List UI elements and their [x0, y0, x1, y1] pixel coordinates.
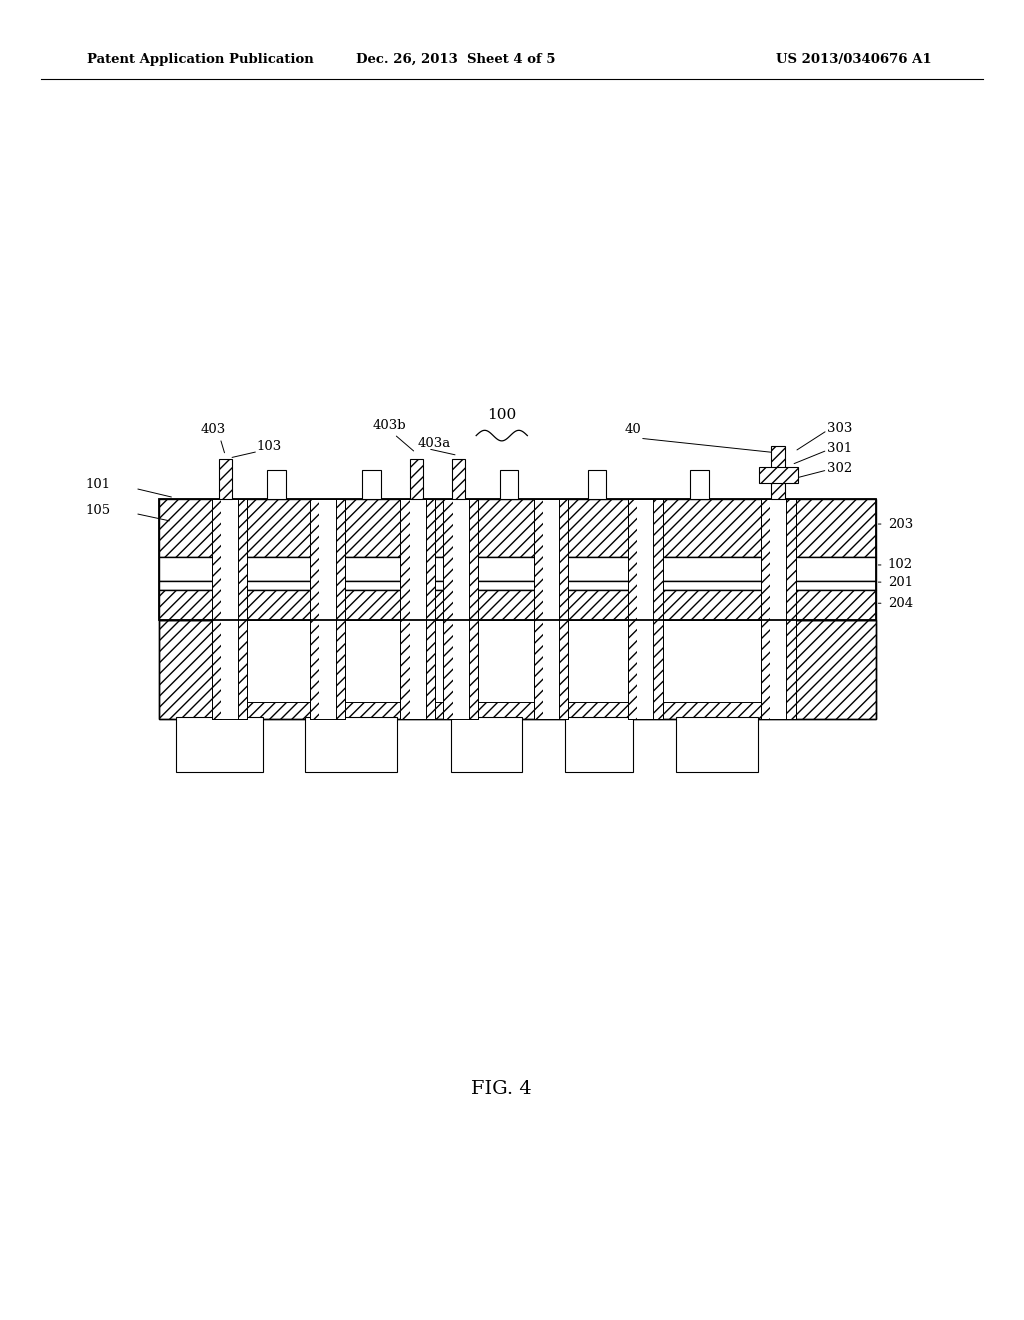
- Bar: [159, 499, 876, 557]
- Bar: [771, 446, 785, 499]
- Bar: [400, 499, 435, 719]
- Bar: [176, 717, 263, 772]
- Bar: [500, 470, 518, 499]
- Bar: [310, 499, 345, 719]
- Bar: [453, 499, 469, 719]
- Bar: [219, 459, 231, 499]
- Text: 403: 403: [201, 422, 225, 436]
- Bar: [159, 620, 876, 719]
- Bar: [362, 470, 381, 499]
- Bar: [159, 499, 876, 620]
- Bar: [534, 499, 543, 719]
- Bar: [469, 499, 478, 719]
- Bar: [663, 620, 761, 702]
- Text: 204: 204: [888, 597, 913, 610]
- Bar: [410, 499, 426, 719]
- Bar: [310, 499, 319, 719]
- Bar: [159, 557, 876, 581]
- Text: FIG. 4: FIG. 4: [471, 1080, 532, 1098]
- Bar: [267, 470, 286, 499]
- Bar: [559, 499, 568, 719]
- Bar: [637, 499, 653, 719]
- Bar: [319, 499, 336, 719]
- Bar: [443, 499, 478, 719]
- Text: 403a: 403a: [418, 437, 451, 450]
- Bar: [159, 581, 876, 590]
- Bar: [534, 499, 568, 719]
- Text: 102: 102: [888, 558, 913, 572]
- Text: 103: 103: [256, 440, 282, 453]
- Bar: [410, 459, 424, 499]
- Bar: [565, 717, 633, 772]
- Text: 303: 303: [827, 422, 853, 436]
- Text: 302: 302: [827, 462, 853, 475]
- Bar: [786, 499, 796, 719]
- Bar: [676, 717, 758, 772]
- Bar: [761, 499, 796, 719]
- Bar: [453, 459, 465, 499]
- Bar: [628, 499, 637, 719]
- Bar: [336, 499, 345, 719]
- Text: US 2013/0340676 A1: US 2013/0340676 A1: [776, 53, 932, 66]
- Bar: [628, 499, 663, 719]
- Bar: [478, 620, 534, 702]
- Bar: [451, 717, 522, 772]
- Bar: [221, 499, 238, 719]
- Bar: [543, 499, 559, 719]
- Text: 40: 40: [625, 422, 641, 436]
- Bar: [759, 467, 798, 483]
- Bar: [653, 499, 663, 719]
- Text: Patent Application Publication: Patent Application Publication: [87, 53, 313, 66]
- Bar: [770, 499, 786, 719]
- Bar: [435, 620, 443, 702]
- Text: Dec. 26, 2013  Sheet 4 of 5: Dec. 26, 2013 Sheet 4 of 5: [356, 53, 555, 66]
- Bar: [588, 470, 606, 499]
- Bar: [247, 620, 310, 702]
- Text: 105: 105: [85, 504, 111, 517]
- Text: 203: 203: [888, 517, 913, 531]
- Bar: [443, 499, 453, 719]
- Bar: [212, 499, 221, 719]
- Bar: [426, 499, 435, 719]
- Text: 201: 201: [888, 576, 913, 589]
- Bar: [690, 470, 709, 499]
- Bar: [400, 499, 410, 719]
- Text: 100: 100: [487, 408, 516, 422]
- Bar: [212, 499, 247, 719]
- Bar: [305, 717, 397, 772]
- Text: 101: 101: [85, 478, 111, 491]
- Bar: [159, 620, 876, 719]
- Bar: [345, 620, 400, 702]
- Text: 403b: 403b: [373, 418, 406, 432]
- Bar: [761, 499, 770, 719]
- Bar: [238, 499, 247, 719]
- Bar: [568, 620, 628, 702]
- Text: 301: 301: [827, 442, 853, 455]
- Bar: [159, 590, 876, 620]
